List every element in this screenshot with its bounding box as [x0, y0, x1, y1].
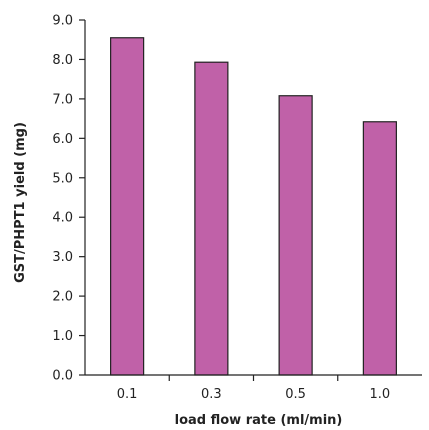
y-tick-label: 7.0: [52, 92, 73, 107]
y-tick-label: 3.0: [52, 250, 73, 265]
y-tick-label: 5.0: [52, 171, 73, 186]
y-axis-title: GST/PHPT1 yield (mg): [13, 122, 28, 283]
bar-1.0: [362, 121, 397, 376]
y-tick-label: 2.0: [52, 290, 73, 305]
x-tick-label: 0.5: [285, 387, 306, 402]
x-tick-label: 0.1: [117, 387, 138, 402]
x-axis: 0.1 0.3 0.5 1.0: [85, 374, 422, 402]
y-tick-label: 6.0: [52, 132, 73, 147]
y-tick-label: 4.0: [52, 211, 73, 226]
y-axis: 0.0 1.0 2.0 3.0 4.0 5.0 6.0 7.0 8.0 9.0: [52, 14, 86, 384]
bar-0.3: [194, 61, 229, 376]
x-axis-title: load flow rate (ml/min): [175, 413, 343, 428]
x-tick-label: 0.3: [201, 387, 222, 402]
x-tick-label: 1.0: [370, 387, 391, 402]
y-tick-label: 1.0: [52, 329, 73, 344]
bar-0.1: [110, 37, 145, 376]
bars-group: [110, 37, 397, 376]
bar-0.5: [278, 95, 313, 376]
y-tick-label: 0.0: [52, 369, 73, 384]
y-tick-label: 9.0: [52, 14, 73, 29]
y-tick-label: 8.0: [52, 53, 73, 68]
